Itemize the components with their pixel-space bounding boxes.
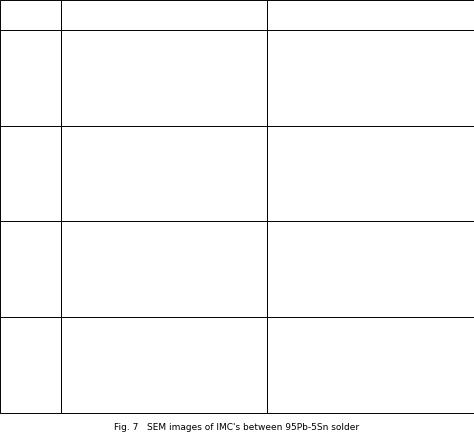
Text: IMC: IMC — [276, 364, 291, 374]
Text: Cu: Cu — [70, 293, 80, 302]
Text: IMC: IMC — [276, 172, 291, 181]
Text: IMC: IMC — [70, 72, 84, 81]
Text: IMC: IMC — [276, 271, 291, 279]
Text: IMC: IMC — [276, 62, 291, 71]
Text: Kirkendall Void: Kirkendall Void — [408, 72, 468, 78]
Text: IMC: IMC — [70, 369, 84, 378]
Text: 5μm: 5μm — [74, 47, 91, 56]
Text: 613K x 10s: 613K x 10s — [133, 10, 195, 20]
Text: Cu: Cu — [70, 196, 80, 205]
Text: Solder: Solder — [234, 37, 262, 47]
Text: Cu: Cu — [70, 94, 80, 103]
Text: Cu: Cu — [276, 289, 287, 298]
Text: IMC: IMC — [70, 275, 84, 284]
Text: 613K x 60s: 613K x 60s — [340, 10, 401, 20]
Text: 423K
x 500hr: 423K x 500hr — [11, 354, 49, 376]
Text: Solder: Solder — [440, 37, 468, 47]
Text: Cu: Cu — [276, 384, 287, 392]
Text: IMC: IMC — [70, 179, 84, 187]
Text: 423K
x 50hr: 423K x 50hr — [15, 67, 46, 88]
Text: 423K
x 100hr: 423K x 100hr — [11, 163, 49, 184]
Text: 423K
x 250hr: 423K x 250hr — [11, 258, 49, 280]
Text: Cu: Cu — [70, 387, 80, 396]
Text: Cu: Cu — [276, 191, 287, 201]
Text: Fig. 7   SEM images of IMC's between 95Pb-5Sn solder: Fig. 7 SEM images of IMC's between 95Pb-… — [114, 423, 360, 432]
Text: Cu: Cu — [276, 87, 287, 95]
